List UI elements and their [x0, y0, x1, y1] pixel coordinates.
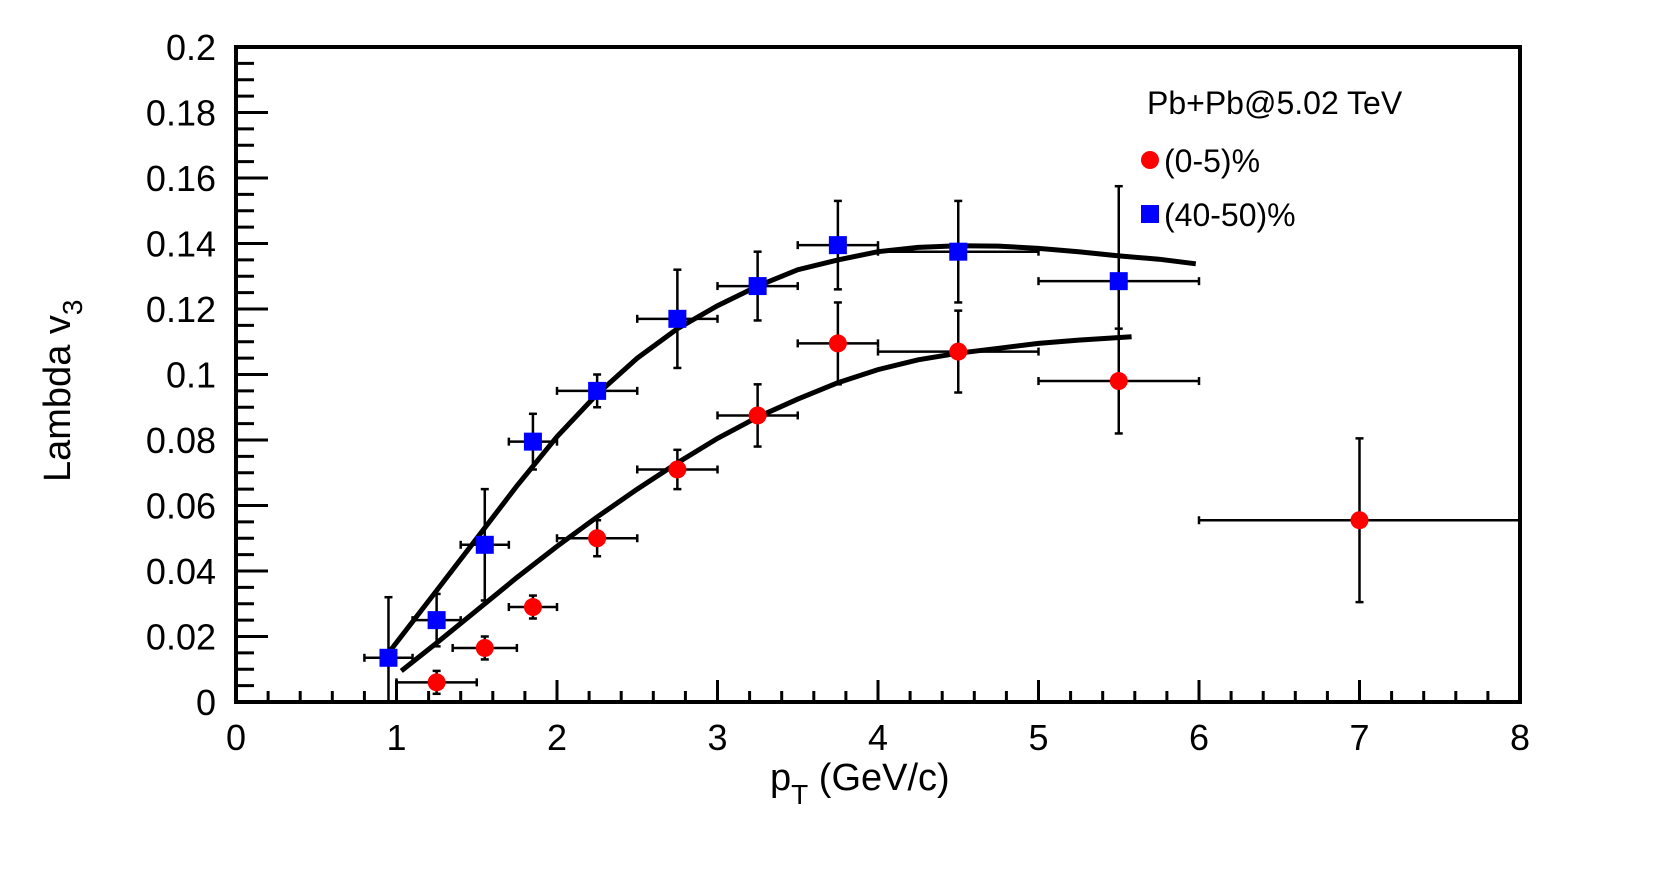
x-axis-title-main: p: [770, 757, 791, 799]
x-tick-label: 7: [1349, 717, 1369, 758]
legend-marker-square: [1141, 205, 1159, 223]
y-tick-label: 0: [196, 682, 216, 723]
data-point-circle: [475, 638, 494, 657]
legend-marker-circle: [1141, 151, 1159, 169]
x-tick-label: 6: [1189, 717, 1209, 758]
y-tick-label: 0.12: [146, 289, 216, 330]
x-tick-label: 5: [1028, 717, 1048, 758]
data-point-circle: [523, 598, 542, 617]
y-axis-ticks: 0 0.02 0.04 0.06 0.08 0.1 0.12 0.14 0.16 0.18 0.2: [146, 27, 268, 723]
y-tick-label: 0.16: [146, 158, 216, 199]
legend-label-0-5: (0-5)%: [1164, 143, 1260, 179]
y-axis-title: Lambda v3: [37, 300, 88, 482]
legend: Pb+Pb@5.02 TeV (0-5)% (40-50)%: [1141, 85, 1403, 233]
x-tick-label: 0: [226, 717, 246, 758]
x-tick-label: 3: [707, 717, 727, 758]
y-tick-label: 0.08: [146, 420, 216, 461]
y-tick-label: 0.02: [146, 617, 216, 658]
y-tick-label: 0.1: [166, 355, 216, 396]
data-point-circle: [588, 529, 607, 548]
y-tick-label: 0.14: [146, 224, 216, 265]
data-point-square: [828, 236, 847, 255]
x-tick-label: 8: [1510, 717, 1530, 758]
legend-header: Pb+Pb@5.02 TeV: [1147, 85, 1403, 121]
y-axis-title-sub: 3: [57, 300, 88, 316]
data-markers: [379, 236, 1369, 692]
data-point-square: [475, 535, 494, 554]
legend-label-40-50: (40-50)%: [1164, 197, 1296, 233]
data-point-square: [523, 432, 542, 451]
data-point-circle: [427, 673, 446, 692]
data-point-square: [427, 611, 446, 630]
data-point-circle: [748, 406, 767, 425]
fit-0-5-curve: [399, 334, 1132, 673]
data-point-square: [668, 309, 687, 328]
x-tick-label: 2: [547, 717, 567, 758]
y-tick-label: 0.06: [146, 486, 216, 527]
x-axis-title-sub: T: [791, 779, 808, 810]
data-point-circle: [1350, 511, 1369, 530]
x-axis-title: pT (GeV/c): [770, 757, 950, 810]
x-tick-label: 4: [868, 717, 888, 758]
x-axis-ticks: 0 1 2 3 4 5 6 7 8: [226, 680, 1530, 758]
fit-40-50-curve: [386, 243, 1197, 655]
data-point-circle: [828, 334, 847, 353]
y-tick-label: 0.04: [146, 551, 216, 592]
data-point-square: [379, 648, 398, 667]
x-axis-title-rest: (GeV/c): [808, 757, 949, 799]
data-point-circle: [949, 342, 968, 361]
data-point-square: [588, 381, 607, 400]
y-tick-label: 0.18: [146, 93, 216, 134]
data-point-circle: [1109, 372, 1128, 391]
y-axis-title-main: Lambda v: [37, 315, 79, 482]
data-point-circle: [668, 460, 687, 479]
y-tick-label: 0.2: [166, 27, 216, 68]
data-point-square: [748, 277, 767, 296]
x-tick-label: 1: [386, 717, 406, 758]
data-point-square: [949, 242, 968, 261]
data-point-square: [1109, 272, 1128, 291]
